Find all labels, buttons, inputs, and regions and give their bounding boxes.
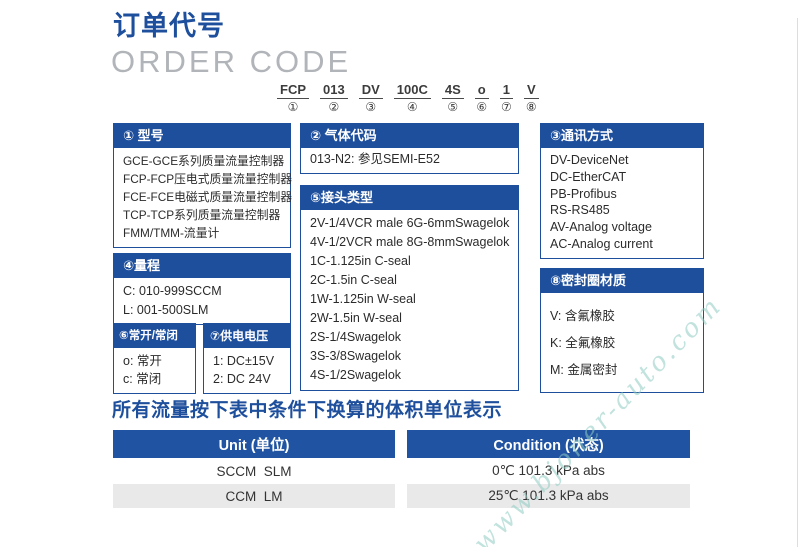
list-item: 4V-1/2VCR male 8G-8mmSwagelok <box>310 235 510 249</box>
order-code-index: ⑥ <box>476 100 488 114</box>
page-title-cn: 订单代号 <box>113 11 225 41</box>
order-code-index: ① <box>287 100 299 114</box>
unit-conversion-table: Unit (单位) Condition (状态) SCCM SLM 0℃ 101.3 … <box>113 430 690 508</box>
box-communication: ③通讯方式 DV-DeviceNet DC-EtherCAT PB-Profibus… <box>540 123 704 259</box>
box-supply-voltage-header: ⑦供电电压 <box>204 324 290 348</box>
conversion-note-heading: 所有流量按下表中条件下换算的体积单位表示 <box>112 400 503 421</box>
box-fitting-type-items: 2V-1/4VCR male 6G-6mmSwagelok 4V-1/2VCR m… <box>301 210 518 390</box>
box-range: ④量程 C: 010-999SCCM L: 001-500SLM <box>113 253 291 325</box>
order-code-value: 1 <box>499 82 513 99</box>
list-item: 1W-1.125in W-seal <box>310 292 416 306</box>
list-item: V: 含氟橡胶 <box>550 309 615 323</box>
list-item: FMM/TMM-流量计 <box>123 226 220 240</box>
order-code-value: DV <box>358 82 383 99</box>
list-item: 2V-1/4VCR male 6G-6mmSwagelok <box>310 216 510 230</box>
table-cell-unit: SCCM SLM <box>113 458 395 484</box>
box-gas-code-header: ② 气体代码 <box>301 124 518 148</box>
table-cell-unit: CCM LM <box>113 484 395 508</box>
order-code-index: ⑧ <box>525 100 537 114</box>
order-code-segment: 013 ② <box>320 82 348 114</box>
list-item: 2S-1/4Swagelok <box>310 330 402 344</box>
box-supply-voltage: ⑦供电电压 1: DC±15V 2: DC 24V <box>203 323 291 394</box>
list-item: c: 常闭 <box>123 372 162 386</box>
list-item: L: 001-500SLM <box>123 302 209 317</box>
box-fitting-type-header: ⑤接头类型 <box>301 186 518 210</box>
list-item: FCP-FCP压电式质量流量控制器 <box>123 172 293 186</box>
order-code-row: FCP ① 013 ② DV ③ 100C ④ 4S ⑤ o ⑥ 1 ⑦ V ⑧ <box>277 82 539 114</box>
order-code-value: 013 <box>320 82 348 99</box>
list-item: RS-RS485 <box>550 203 610 218</box>
box-normally-open-closed-items: o: 常开 c: 常闭 <box>114 348 195 393</box>
order-code-segment: FCP ① <box>277 82 309 114</box>
box-fitting-type: ⑤接头类型 2V-1/4VCR male 6G-6mmSwagelok 4V-1/… <box>300 185 519 391</box>
list-item: 2: DC 24V <box>213 372 271 386</box>
order-code-index: ② <box>328 100 340 114</box>
list-item: GCE-GCE系列质量流量控制器 <box>123 154 285 168</box>
box-seal-material-items: V: 含氟橡胶 K: 全氟橡胶 M: 金属密封 <box>541 293 703 392</box>
box-seal-material: ⑧密封圈材质 V: 含氟橡胶 K: 全氟橡胶 M: 金属密封 <box>540 268 704 393</box>
box-communication-header: ③通讯方式 <box>541 124 703 148</box>
order-code-index: ③ <box>365 100 377 114</box>
list-item: M: 金属密封 <box>550 363 618 377</box>
box-model-header: ① 型号 <box>114 124 290 148</box>
box-seal-material-header: ⑧密封圈材质 <box>541 269 703 293</box>
table-column-gap <box>395 430 407 458</box>
order-code-index: ④ <box>406 100 418 114</box>
order-code-index: ⑤ <box>447 100 459 114</box>
table-header-condition: Condition (状态) <box>407 430 690 458</box>
box-communication-items: DV-DeviceNet DC-EtherCAT PB-Profibus RS-RS4… <box>541 148 703 258</box>
order-code-value: FCP <box>277 82 309 99</box>
list-item: 2W-1.5in W-seal <box>310 311 402 325</box>
order-code-value: 4S <box>441 82 464 99</box>
table-header-unit: Unit (单位) <box>113 430 395 458</box>
list-item: 1: DC±15V <box>213 354 275 368</box>
list-item: DV-DeviceNet <box>550 153 629 167</box>
page-title-en: ORDER CODE <box>111 44 352 79</box>
table-cell-condition: 25℃ 101.3 kPa abs <box>407 484 690 508</box>
box-range-header: ④量程 <box>114 254 290 278</box>
box-gas-code-items: 013-N2: 参见SEMI-E52 <box>301 148 518 173</box>
order-code-segment: 4S ⑤ <box>441 82 464 114</box>
order-code-value: V <box>523 82 539 99</box>
order-code-value: o <box>474 82 489 99</box>
list-item: FCE-FCE电磁式质量流量控制器 <box>123 190 293 204</box>
page-edge-line <box>797 18 798 547</box>
box-model: ① 型号 GCE-GCE系列质量流量控制器 FCP-FCP压电式质量流量控制器 FC… <box>113 123 293 248</box>
list-item: K: 全氟橡胶 <box>550 336 616 350</box>
list-item: 3S-3/8Swagelok <box>310 349 402 363</box>
list-item: 4S-1/2Swagelok <box>310 368 402 382</box>
order-code-index: ⑦ <box>500 100 512 114</box>
list-item: C: 010-999SCCM <box>123 284 222 298</box>
list-item: PB-Profibus <box>550 186 617 201</box>
list-item: 2C-1.5in C-seal <box>310 273 397 287</box>
list-item: DC-EtherCAT <box>550 169 627 184</box>
list-item: 1C-1.125in C-seal <box>310 254 411 268</box>
order-code-segment: DV ③ <box>358 82 383 114</box>
order-code-segment: 100C ④ <box>393 82 431 114</box>
box-normally-open-closed: ⑥常开/常闭 o: 常开 c: 常闭 <box>113 323 196 394</box>
box-model-items: GCE-GCE系列质量流量控制器 FCP-FCP压电式质量流量控制器 FCE-FCE… <box>114 148 293 247</box>
table-column-gap <box>395 484 407 508</box>
list-item: TCP-TCP系列质量流量控制器 <box>123 208 281 222</box>
table-column-gap <box>395 458 407 484</box>
box-normally-open-closed-header: ⑥常开/常闭 <box>114 324 195 348</box>
list-item: 013-N2: 参见SEMI-E52 <box>310 152 440 166</box>
list-item: o: 常开 <box>123 354 162 368</box>
box-gas-code: ② 气体代码 013-N2: 参见SEMI-E52 <box>300 123 519 174</box>
list-item: AV-Analog voltage <box>550 220 652 235</box>
table-cell-condition: 0℃ 101.3 kPa abs <box>407 458 690 484</box>
box-supply-voltage-items: 1: DC±15V 2: DC 24V <box>204 348 290 393</box>
box-range-items: C: 010-999SCCM L: 001-500SLM <box>114 278 290 324</box>
list-item: AC-Analog current <box>550 236 653 251</box>
order-code-value: 100C <box>393 82 431 99</box>
